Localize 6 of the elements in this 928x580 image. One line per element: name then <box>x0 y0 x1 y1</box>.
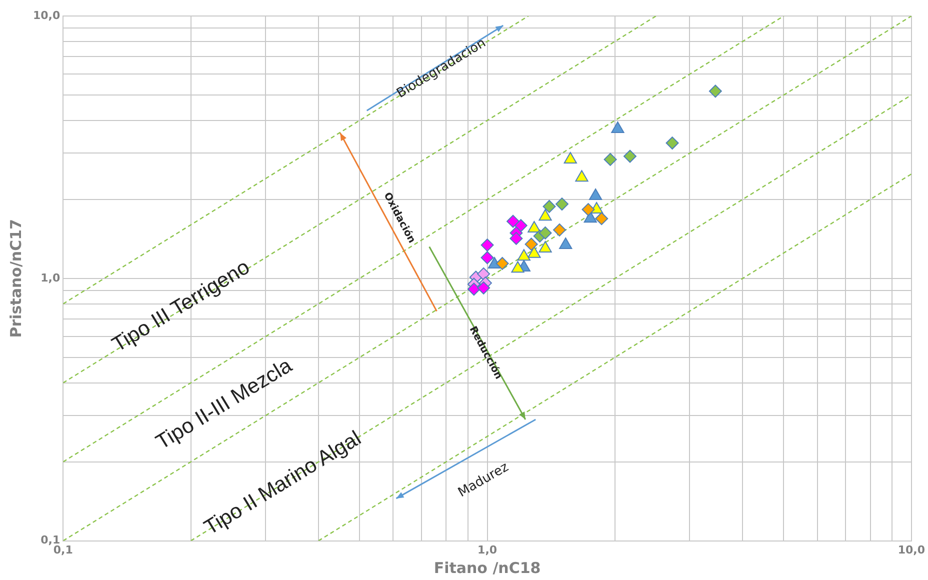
x-axis-title: Fitano /nC18 <box>434 558 541 577</box>
y-axis-title: Pristano/nC17 <box>6 219 25 338</box>
x-tick-label: 10,0 <box>898 543 926 556</box>
y-tick-label: 1,0 <box>40 271 60 284</box>
x-tick-label: 1,0 <box>478 543 498 556</box>
y-tick-label: 10,0 <box>33 8 60 22</box>
